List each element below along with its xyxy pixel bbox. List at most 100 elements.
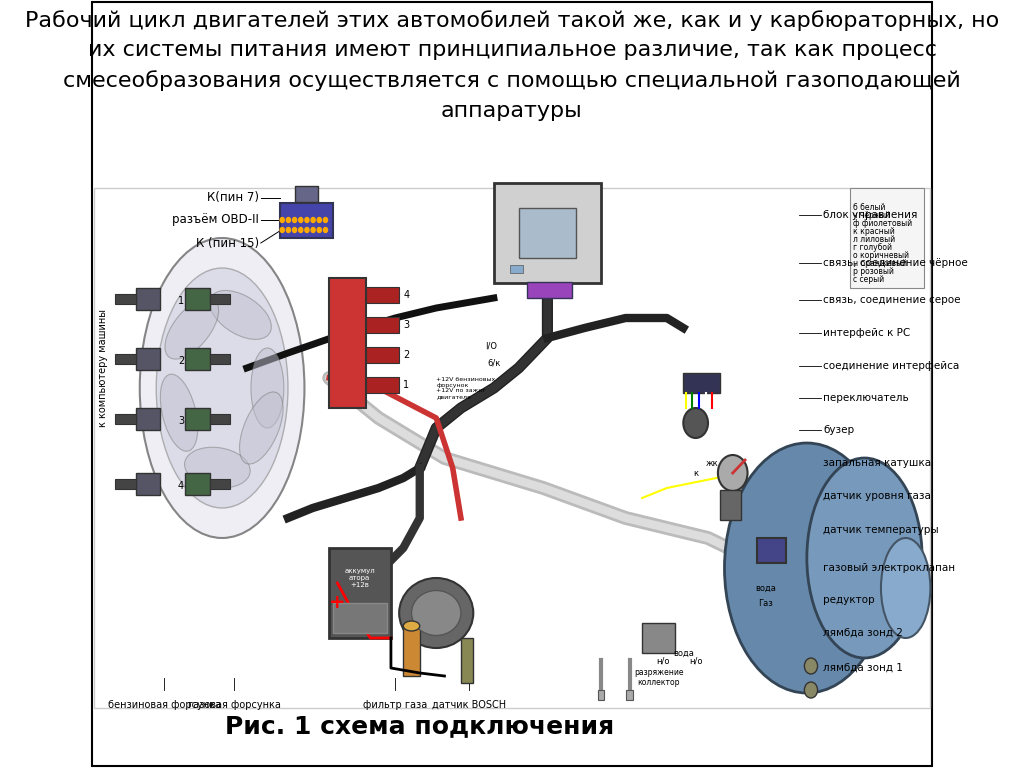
Text: 2: 2	[403, 350, 410, 360]
Text: р розовый: р розовый	[853, 267, 894, 276]
Circle shape	[299, 217, 303, 223]
Circle shape	[805, 682, 817, 698]
Text: 1: 1	[178, 296, 184, 306]
Text: н оранжевый: н оранжевый	[853, 260, 907, 269]
Text: фильтр газа: фильтр газа	[362, 700, 427, 710]
Text: Рабочий цикл двигателей этих автомобилей такой же, как и у карбюраторных, но
их : Рабочий цикл двигателей этих автомобилей…	[25, 10, 999, 121]
Text: Газ: Газ	[759, 598, 773, 607]
Circle shape	[305, 227, 309, 233]
Circle shape	[324, 217, 328, 223]
Bar	[329, 278, 367, 408]
Text: связь, соединение чёрное: связь, соединение чёрное	[823, 258, 968, 268]
Text: 2: 2	[178, 356, 184, 366]
Text: 4: 4	[403, 290, 410, 300]
Circle shape	[317, 217, 322, 223]
Bar	[115, 354, 135, 364]
Text: к: к	[693, 468, 698, 478]
Text: I/O: I/O	[485, 342, 498, 350]
Text: разряжение
коллектор: разряжение коллектор	[634, 668, 683, 687]
Circle shape	[324, 227, 328, 233]
Bar	[115, 479, 135, 489]
Circle shape	[287, 217, 291, 223]
Bar	[115, 294, 135, 304]
Text: блок управления: блок управления	[823, 210, 918, 220]
Text: н/о: н/о	[689, 657, 702, 666]
Circle shape	[299, 227, 303, 233]
Text: 4: 4	[178, 481, 184, 491]
Text: К (пин 15): К (пин 15)	[196, 237, 259, 250]
Bar	[850, 188, 924, 288]
Bar	[367, 377, 399, 393]
Text: +: +	[329, 594, 346, 613]
Bar	[185, 473, 210, 495]
Ellipse shape	[881, 538, 931, 638]
Ellipse shape	[725, 443, 889, 693]
Text: ф фиолетовый: ф фиолетовый	[853, 220, 912, 229]
Bar	[367, 287, 399, 303]
Text: разъём OBD-II: разъём OBD-II	[172, 214, 259, 227]
Text: интерфейс к РС: интерфейс к РС	[823, 328, 910, 338]
Circle shape	[305, 217, 309, 223]
Bar	[598, 690, 604, 700]
Bar	[642, 623, 675, 653]
Text: запальная катушка: запальная катушка	[823, 458, 932, 468]
Circle shape	[718, 455, 748, 491]
Text: с серый: с серый	[853, 276, 884, 284]
Text: датчик уровня газа: датчик уровня газа	[823, 491, 931, 501]
Circle shape	[683, 408, 708, 438]
Ellipse shape	[139, 238, 304, 538]
Ellipse shape	[165, 298, 219, 359]
Bar	[461, 638, 473, 683]
Circle shape	[317, 227, 322, 233]
Ellipse shape	[251, 348, 284, 428]
Ellipse shape	[240, 392, 283, 464]
Bar	[758, 538, 786, 563]
Text: аккумул
атора
+12в: аккумул атора +12в	[344, 568, 375, 588]
Text: жк: жк	[706, 458, 719, 468]
Bar	[367, 347, 399, 363]
Text: вода: вода	[673, 648, 693, 657]
Text: 3: 3	[403, 320, 410, 330]
Text: 1: 1	[403, 380, 410, 390]
Text: к красный: к красный	[853, 227, 895, 237]
Bar	[280, 203, 333, 238]
Text: К(пин 7): К(пин 7)	[207, 191, 259, 204]
Ellipse shape	[161, 374, 198, 452]
Text: бузер: бузер	[823, 425, 854, 435]
Bar	[135, 288, 161, 310]
Text: г голубой: г голубой	[853, 243, 892, 253]
Text: соединение интерфейса: соединение интерфейса	[823, 361, 959, 371]
Bar	[526, 282, 572, 298]
Bar	[185, 408, 210, 430]
Bar	[367, 317, 399, 333]
Ellipse shape	[157, 268, 288, 508]
Bar	[94, 188, 930, 708]
Circle shape	[805, 658, 817, 674]
Text: бензиновая форсунка: бензиновая форсунка	[108, 700, 221, 710]
Bar	[135, 348, 161, 370]
Text: датчик температуры: датчик температуры	[823, 525, 939, 535]
Bar	[510, 265, 522, 273]
Text: лямбда зонд 2: лямбда зонд 2	[823, 628, 903, 638]
Circle shape	[311, 217, 315, 223]
Bar	[329, 548, 391, 638]
Text: л лиловый: л лиловый	[853, 236, 895, 244]
Bar	[627, 690, 633, 700]
Bar	[518, 208, 577, 258]
Text: к компьютеру машины: к компьютеру машины	[97, 309, 108, 427]
Text: редуктор: редуктор	[823, 595, 874, 605]
Text: 3: 3	[178, 416, 184, 426]
Bar	[210, 414, 230, 424]
Ellipse shape	[412, 591, 461, 635]
Text: переключатель: переключатель	[823, 393, 909, 403]
Bar	[135, 473, 161, 495]
Bar	[403, 626, 420, 676]
Ellipse shape	[399, 578, 473, 648]
Ellipse shape	[184, 447, 250, 488]
Circle shape	[311, 227, 315, 233]
Circle shape	[293, 227, 297, 233]
Bar	[185, 348, 210, 370]
Bar	[115, 414, 135, 424]
Circle shape	[281, 217, 285, 223]
Bar	[295, 186, 317, 202]
